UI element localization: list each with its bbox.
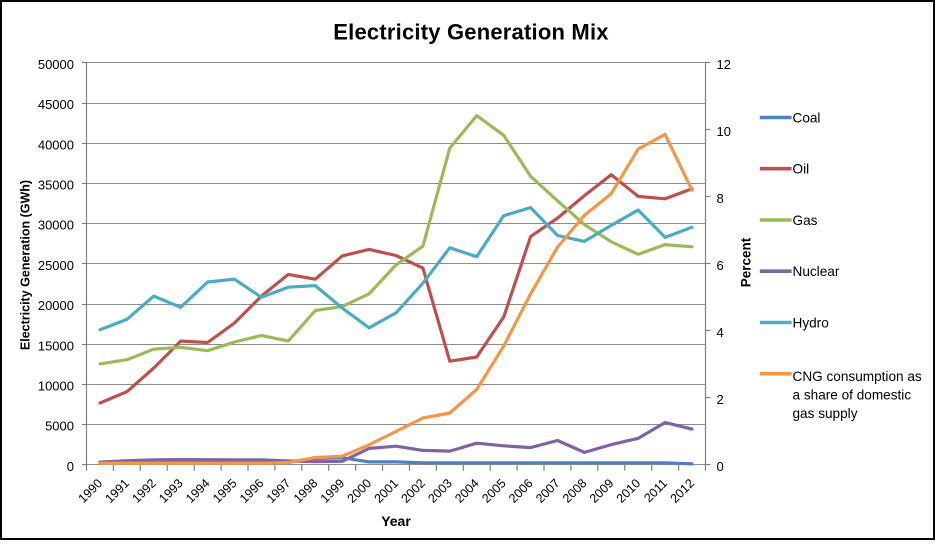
- svg-text:20000: 20000: [38, 298, 74, 313]
- svg-text:0: 0: [717, 459, 724, 474]
- svg-text:CNG consumption as: CNG consumption as: [793, 369, 922, 384]
- svg-text:45000: 45000: [38, 97, 74, 112]
- svg-text:Percent: Percent: [739, 237, 754, 287]
- svg-text:40000: 40000: [38, 137, 74, 152]
- svg-text:Nuclear: Nuclear: [793, 264, 840, 279]
- svg-text:a share of domestic: a share of domestic: [793, 388, 912, 403]
- svg-text:Coal: Coal: [793, 110, 821, 125]
- svg-text:Electricity Generation (GWh): Electricity Generation (GWh): [19, 180, 33, 350]
- svg-text:Hydro: Hydro: [793, 315, 829, 330]
- svg-text:12: 12: [717, 57, 731, 72]
- svg-text:2: 2: [717, 392, 724, 407]
- svg-text:15000: 15000: [38, 338, 74, 353]
- svg-text:6: 6: [717, 258, 724, 273]
- svg-text:10: 10: [717, 124, 731, 139]
- svg-text:gas supply: gas supply: [793, 406, 858, 421]
- svg-text:8: 8: [717, 191, 724, 206]
- svg-text:Electricity Generation Mix: Electricity Generation Mix: [333, 20, 609, 45]
- svg-text:35000: 35000: [38, 178, 74, 193]
- svg-text:0: 0: [67, 459, 74, 474]
- svg-text:Gas: Gas: [793, 213, 818, 228]
- svg-text:Oil: Oil: [793, 162, 810, 177]
- svg-text:30000: 30000: [38, 218, 74, 233]
- svg-text:25000: 25000: [38, 258, 74, 273]
- svg-text:10000: 10000: [38, 379, 74, 394]
- svg-text:Year: Year: [381, 513, 411, 529]
- svg-text:4: 4: [717, 325, 724, 340]
- svg-text:50000: 50000: [38, 57, 74, 72]
- svg-text:5000: 5000: [45, 419, 74, 434]
